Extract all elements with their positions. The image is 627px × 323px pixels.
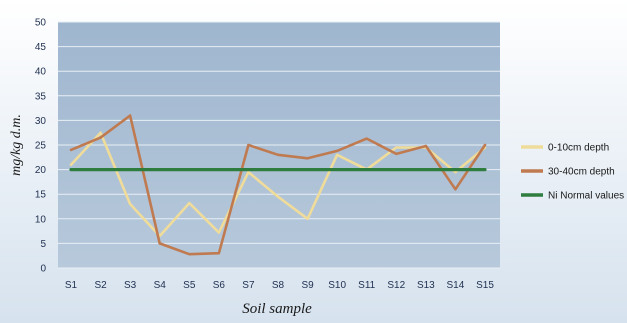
x-tick-label: S7 <box>242 280 255 291</box>
y-tick-label: 10 <box>35 214 47 225</box>
legend-label: 30-40cm depth <box>548 167 615 178</box>
x-tick-label: S9 <box>301 280 314 291</box>
x-tick-label: S12 <box>387 280 405 291</box>
y-tick-label: 40 <box>35 67 47 78</box>
y-tick-label: 0 <box>40 264 46 275</box>
x-tick-label: S14 <box>447 280 465 291</box>
series-lines <box>69 114 487 256</box>
x-tick-label: S2 <box>94 280 107 291</box>
x-axis-ticks: S1 S2 S3 S4 S5 S6 S7 S8 S9 S10 S11 S12 S13 S14 S15 <box>65 280 494 291</box>
y-tick-label: 35 <box>35 91 47 102</box>
y-tick-label: 25 <box>35 141 47 152</box>
x-tick-label: S13 <box>417 280 435 291</box>
x-tick-label: S8 <box>272 280 285 291</box>
y-tick-label: 30 <box>35 116 47 127</box>
legend-label: 0-10cm depth <box>548 143 609 154</box>
series-line-2 <box>69 114 487 256</box>
y-axis-ticks: 0 5 10 15 20 25 30 35 40 45 50 <box>35 18 47 275</box>
y-axis-title: mg/kg d.m. <box>9 114 24 176</box>
y-tick-label: 15 <box>35 190 47 201</box>
x-tick-label: S3 <box>124 280 137 291</box>
x-tick-label: S6 <box>213 280 226 291</box>
legend: 0-10cm depth 30-40cm depth Ni Normal value… <box>521 143 624 202</box>
x-tick-label: S1 <box>65 280 78 291</box>
legend-label: Ni Normal values <box>548 191 624 202</box>
x-tick-label: S5 <box>183 280 196 291</box>
y-tick-label: 5 <box>40 239 46 250</box>
y-tick-label: 50 <box>35 18 47 29</box>
x-tick-label: S10 <box>328 280 346 291</box>
y-tick-label: 20 <box>35 165 47 176</box>
x-tick-label: S15 <box>476 280 494 291</box>
x-tick-label: S4 <box>154 280 167 291</box>
x-tick-label: S11 <box>358 280 375 291</box>
x-axis-title: Soil sample <box>242 301 312 317</box>
y-tick-label: 45 <box>35 42 47 53</box>
